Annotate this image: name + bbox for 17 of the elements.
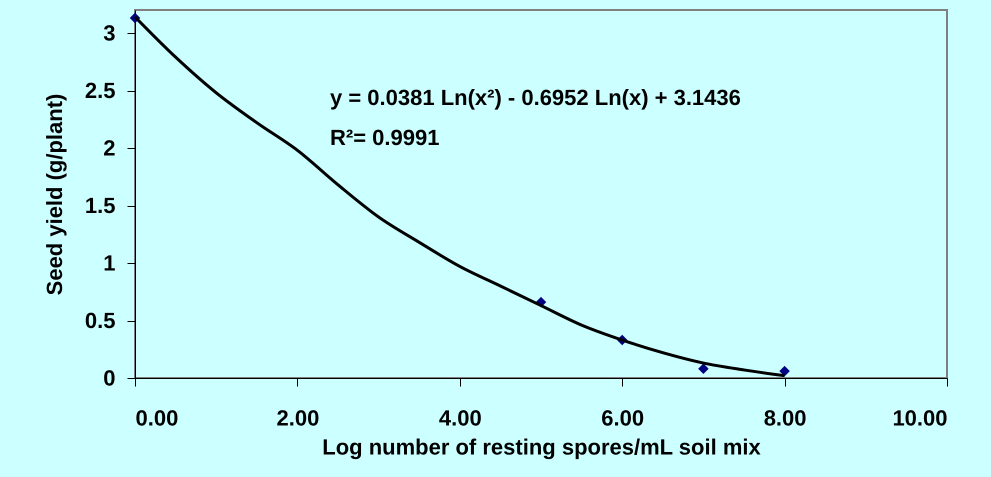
x-axis-title: Log number of resting spores/mL soil mix [322, 434, 762, 460]
y-tick-label: 0.5 [84, 308, 116, 333]
y-tick-label: 1.5 [84, 193, 116, 218]
y-axis-title: Seed yield (g/plant) [42, 94, 67, 296]
y-tick-label: 2.5 [84, 78, 116, 103]
y-tick-label: 2 [103, 136, 116, 160]
x-tick-label: 6.00 [601, 406, 644, 430]
y-tick-label: 0 [103, 366, 116, 390]
y-tick-label: 3 [103, 20, 116, 46]
x-tick-label: 0.00 [136, 406, 178, 430]
x-tick-label: 2.00 [276, 406, 320, 430]
x-tick-label: 10.00 [892, 406, 948, 430]
y-tick-label: 1 [103, 250, 116, 276]
annotation: y = 0.0381 Ln(x²) - 0.6952 Ln(x) + 3.1436 [330, 85, 741, 110]
x-tick-label: 4.00 [438, 406, 482, 430]
annotation: R²= 0.9991 [330, 125, 440, 150]
x-tick-label: 8.00 [764, 406, 807, 430]
